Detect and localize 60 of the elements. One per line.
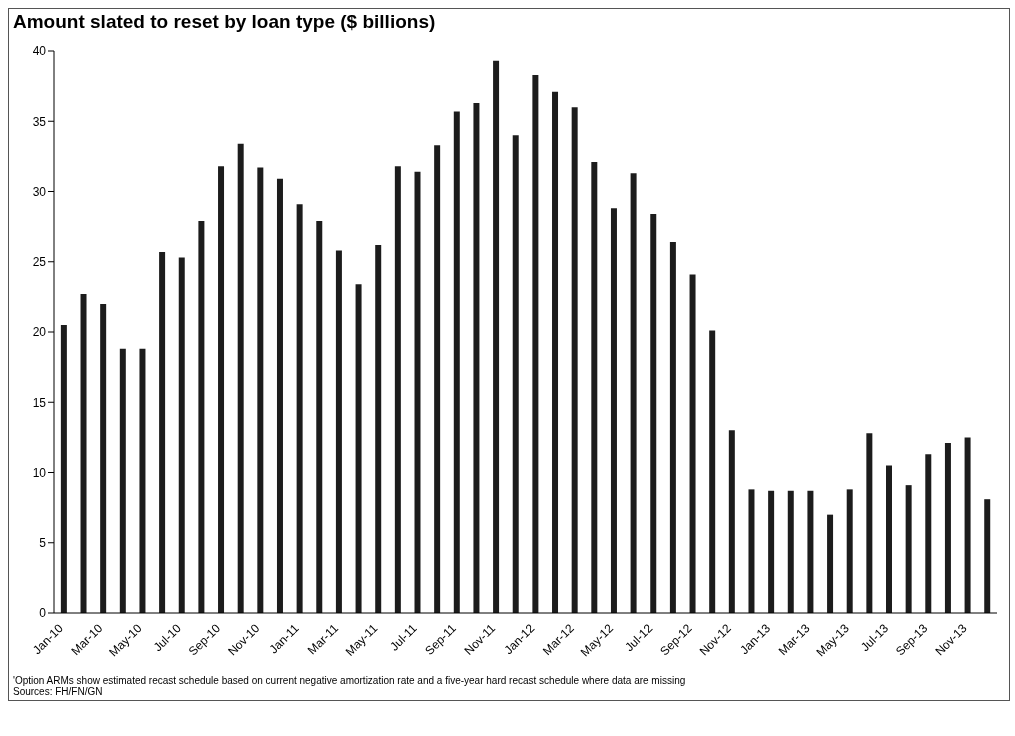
bar	[552, 91, 559, 613]
bar	[846, 489, 853, 613]
bar	[119, 348, 126, 613]
bar	[434, 145, 441, 613]
y-tick-label: 25	[32, 255, 47, 270]
bar	[276, 178, 283, 613]
bar	[375, 244, 382, 613]
y-tick-label: 15	[32, 395, 47, 410]
y-tick-label: 0	[39, 606, 47, 621]
y-tick-label: 35	[32, 114, 47, 129]
bar	[257, 167, 264, 613]
bar	[100, 303, 107, 613]
bar	[748, 489, 755, 613]
bar	[198, 221, 205, 613]
bar	[669, 242, 676, 613]
y-tick-label: 5	[39, 536, 47, 551]
bar	[512, 135, 519, 613]
bar	[768, 490, 775, 613]
bar	[414, 171, 421, 613]
bar	[827, 514, 834, 613]
bar	[944, 443, 951, 613]
bar	[355, 284, 362, 613]
bar	[866, 433, 873, 613]
bar	[925, 454, 932, 613]
bar	[296, 204, 303, 613]
y-tick-label: 10	[32, 465, 47, 480]
bar	[335, 250, 342, 613]
bar	[886, 465, 892, 613]
bar	[80, 294, 87, 613]
bar	[964, 437, 971, 613]
bar	[807, 490, 814, 613]
bar	[709, 330, 716, 613]
y-tick-label: 30	[32, 184, 47, 199]
bar	[60, 324, 67, 613]
bar	[316, 221, 323, 613]
bar	[905, 485, 912, 613]
bar	[218, 166, 225, 613]
bar	[591, 162, 598, 613]
source-note: Sources: FH/FN/GN	[13, 686, 104, 697]
bar	[787, 490, 794, 613]
bar	[630, 173, 637, 613]
bar	[493, 60, 500, 613]
bar	[532, 74, 539, 613]
bar	[473, 102, 480, 613]
bar	[728, 430, 735, 613]
y-tick-label: 20	[32, 325, 47, 340]
bar	[453, 111, 460, 613]
bar	[984, 499, 991, 613]
bar	[610, 208, 617, 613]
bar	[139, 348, 146, 613]
bar	[650, 213, 657, 613]
bar	[237, 143, 244, 613]
bar	[571, 107, 578, 613]
bar	[178, 257, 185, 613]
bar	[394, 166, 401, 613]
y-tick-label: 40	[32, 44, 47, 59]
chart-title: Amount slated to reset by loan type ($ billions)	[12, 10, 437, 34]
text: 'Option ARMs show estimated recast schedule based on current negative amortization rate and a five-year hard recast schedule where data are missing	[13, 675, 687, 686]
bar	[689, 274, 696, 613]
bar	[159, 251, 166, 613]
